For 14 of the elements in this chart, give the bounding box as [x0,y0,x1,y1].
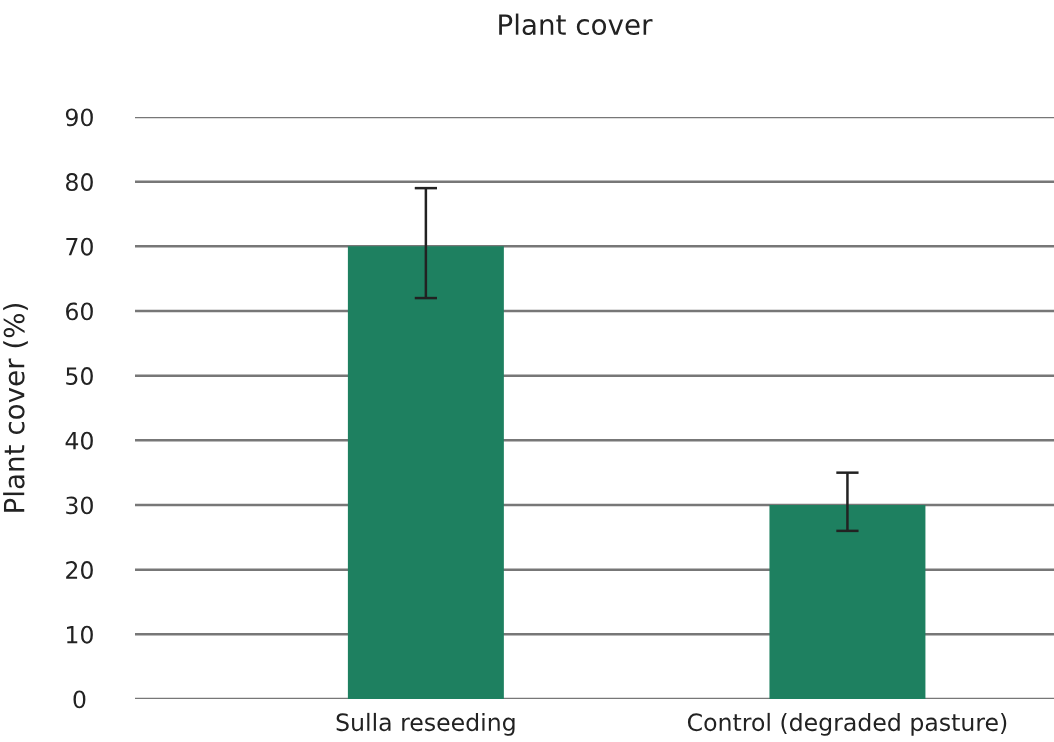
y-tick-label: 20 [66,561,93,579]
chart-title: Plant cover [499,13,653,36]
x-tick-label: Sulla reseeding [336,712,515,736]
y-tick-label: 70 [66,237,93,256]
y-tick-label: 90 [65,108,93,127]
y-tick-label: 80 [66,173,93,191]
y-tick-label: 40 [65,431,93,450]
x-tick-label: Control (degraded pasture) [687,712,1007,736]
y-tick-label: 10 [67,625,93,644]
y-tick-label: 0 [73,690,86,709]
y-tick-label: 50 [66,367,93,385]
y-tick-label: 30 [66,496,93,515]
y-tick-label: 60 [66,302,93,321]
y-axis-title: Plant cover (%) [3,303,28,512]
